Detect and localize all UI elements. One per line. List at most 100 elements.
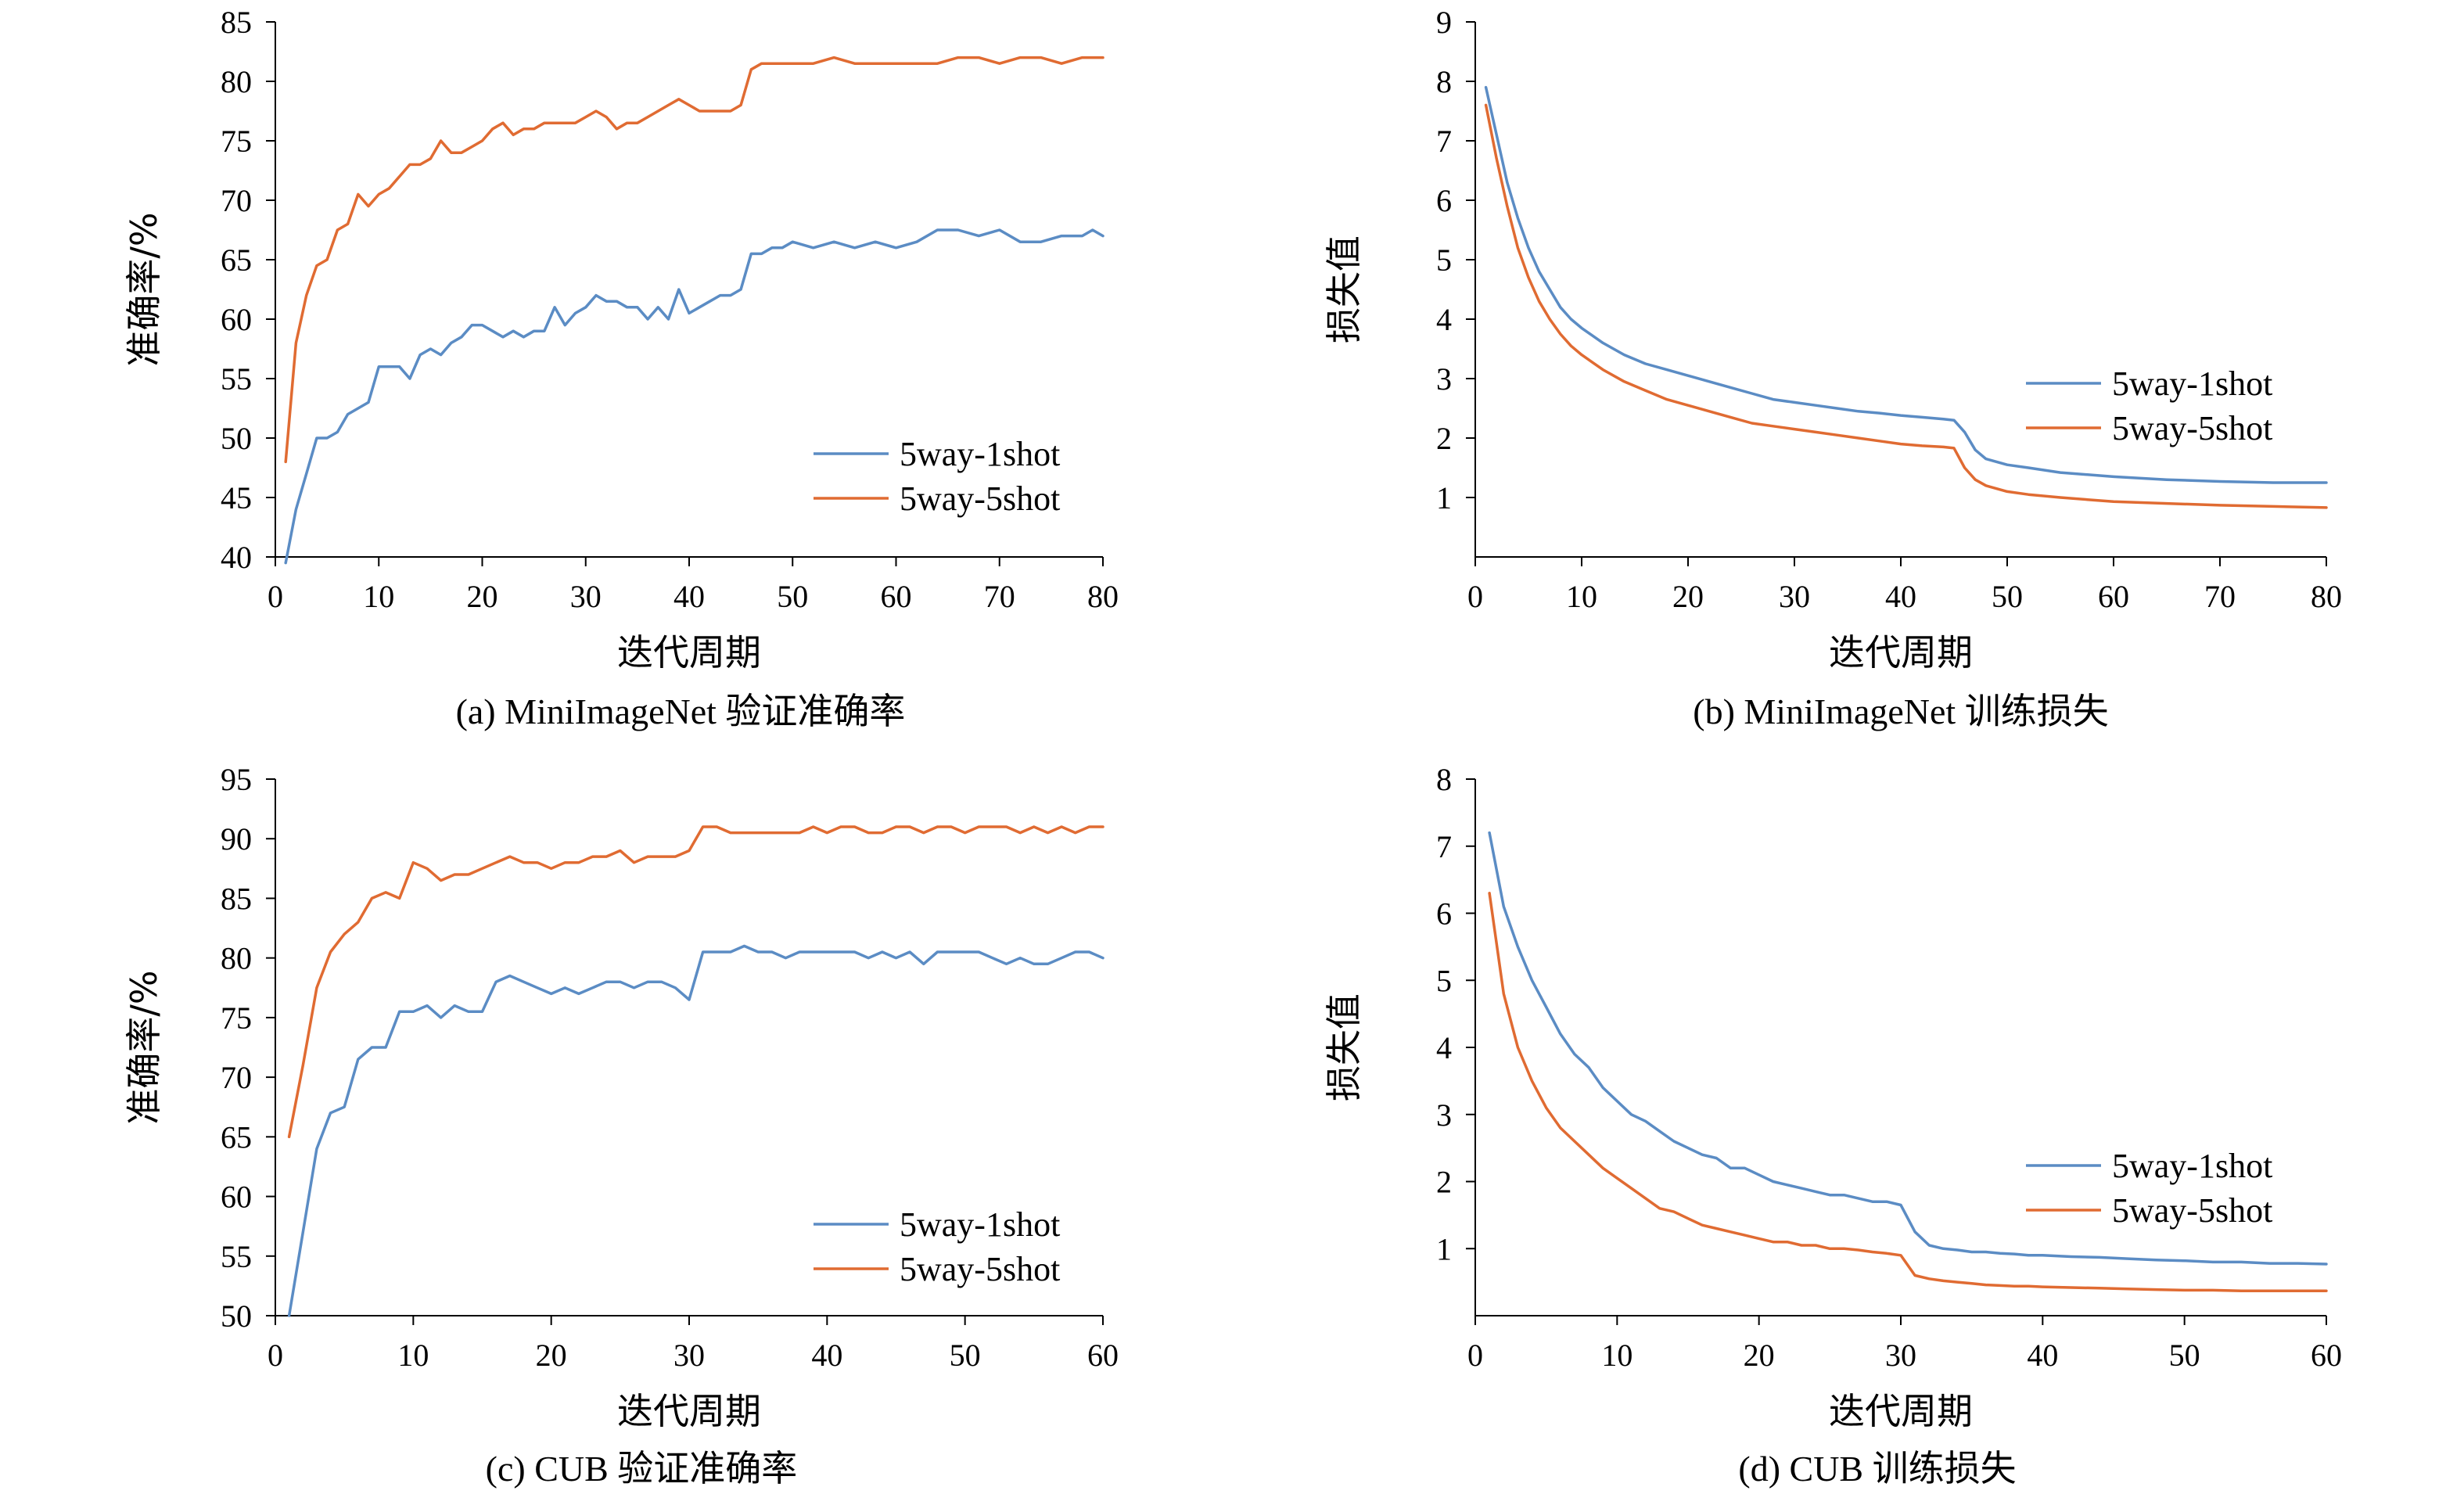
y-tick-label: 9 [1436, 5, 1452, 40]
series-line-5way-1shot [287, 944, 1104, 1317]
x-tick-label: 50 [2169, 1338, 2200, 1373]
y-tick-label: 7 [1436, 124, 1452, 159]
y-axis-title: 损失值 [1323, 993, 1365, 1101]
y-tick-label: 75 [221, 124, 252, 159]
chart-panel-a: 40 45 50 55 60 65 70 75 80 85 0 10 20 30 40 50 60 70 80 迭代周… [123, 5, 1119, 731]
x-tick-label: 10 [363, 579, 394, 614]
chart-caption: (c) CUB 验证准确率 [486, 1449, 798, 1489]
legend-label: 5way-5shot [2112, 1191, 2272, 1230]
x-tick-label: 80 [2311, 579, 2342, 614]
x-tick-label: 50 [777, 579, 808, 614]
y-tick-label: 80 [221, 941, 252, 976]
x-tick-label: 70 [984, 579, 1015, 614]
x-tick-label: 10 [397, 1338, 429, 1373]
x-tick-label: 30 [1779, 579, 1810, 614]
y-tick-label: 80 [221, 64, 252, 99]
y-tick-label: 60 [221, 1180, 252, 1215]
y-tick-label: 8 [1436, 64, 1452, 99]
chart-panel-d: 1 2 3 4 5 6 7 8 0 10 20 30 40 50 60 迭代周期 损失值 (d) CUB 训练损失… [1323, 762, 2342, 1489]
y-tick-label: 85 [221, 5, 252, 40]
x-tick-label: 20 [536, 1338, 567, 1373]
x-tick-label: 40 [811, 1338, 842, 1373]
x-tick-label: 30 [1885, 1338, 1916, 1373]
chart-panel-c: 50 55 60 65 70 75 80 85 90 95 0 10 20 30 40 50 60 迭代周期 准确率… [123, 762, 1119, 1489]
series-line-5way-1shot [1488, 831, 2328, 1266]
x-tick-label: 0 [1467, 579, 1483, 614]
x-tick-label: 40 [2027, 1338, 2058, 1373]
x-tick-label: 10 [1601, 1338, 1632, 1373]
y-tick-label: 45 [221, 480, 252, 515]
x-tick-label: 40 [673, 579, 705, 614]
y-tick-label: 50 [221, 421, 252, 456]
y-tick-label: 8 [1436, 762, 1452, 797]
y-tick-label: 40 [221, 540, 252, 575]
chart-caption: (b) MiniImageNet 训练损失 [1693, 691, 2108, 731]
x-tick-label: 60 [1087, 1338, 1119, 1373]
x-tick-label: 70 [2204, 579, 2236, 614]
series-line-5way-5shot [287, 825, 1104, 1139]
legend-label: 5way-5shot [2112, 409, 2272, 447]
y-tick-label: 65 [221, 1119, 252, 1155]
x-tick-label: 10 [1566, 579, 1597, 614]
y-tick-label: 4 [1436, 302, 1452, 337]
x-tick-label: 50 [950, 1338, 981, 1373]
legend-label: 5way-5shot [900, 480, 1060, 518]
x-axis-title: 迭代周期 [1829, 631, 1973, 673]
legend-label: 5way-5shot [900, 1250, 1060, 1288]
y-tick-label: 75 [221, 1000, 252, 1036]
y-tick-label: 6 [1436, 183, 1452, 218]
y-tick-label: 4 [1436, 1030, 1452, 1065]
series-line-5way-1shot [1484, 85, 2328, 484]
x-tick-label: 40 [1885, 579, 1916, 614]
y-tick-label: 55 [221, 1239, 252, 1274]
y-tick-label: 1 [1436, 480, 1452, 515]
y-tick-label: 90 [221, 821, 252, 857]
y-tick-label: 5 [1436, 963, 1452, 998]
y-axis-title: 损失值 [1323, 235, 1365, 343]
y-tick-label: 95 [221, 762, 252, 797]
series-line-5way-5shot [1488, 892, 2328, 1293]
legend-label: 5way-1shot [900, 1205, 1060, 1244]
y-tick-label: 2 [1436, 1165, 1452, 1200]
x-tick-label: 20 [467, 579, 498, 614]
y-tick-label: 70 [221, 1060, 252, 1095]
x-tick-label: 50 [1992, 579, 2023, 614]
y-tick-label: 55 [221, 361, 252, 397]
y-tick-label: 3 [1436, 361, 1452, 397]
x-tick-label: 20 [1672, 579, 1704, 614]
chart-caption: (a) MiniImageNet 验证准确率 [456, 691, 906, 731]
y-axis-title: 准确率/% [123, 212, 165, 366]
y-tick-label: 1 [1436, 1231, 1452, 1266]
legend-label: 5way-1shot [900, 435, 1060, 473]
x-tick-label: 60 [881, 579, 912, 614]
series-line-5way-5shot [284, 56, 1104, 464]
y-tick-label: 85 [221, 881, 252, 916]
chart-panel-b: 1 2 3 4 5 6 7 8 9 0 10 20 30 40 50 60 70 80 迭代周期 损失值 (b) Min… [1323, 5, 2342, 731]
x-axis-title: 迭代周期 [617, 1390, 761, 1432]
x-axis-title: 迭代周期 [617, 631, 761, 673]
y-tick-label: 70 [221, 183, 252, 218]
y-tick-label: 50 [221, 1298, 252, 1334]
y-tick-label: 2 [1436, 421, 1452, 456]
chart-caption: (d) CUB 训练损失 [1738, 1449, 2016, 1489]
y-axis-title: 准确率/% [123, 970, 165, 1124]
x-tick-label: 30 [570, 579, 602, 614]
x-tick-label: 0 [268, 1338, 283, 1373]
x-tick-label: 20 [1744, 1338, 1775, 1373]
legend-label: 5way-1shot [2112, 1147, 2272, 1185]
y-tick-label: 6 [1436, 896, 1452, 932]
y-tick-label: 7 [1436, 829, 1452, 864]
x-tick-label: 0 [268, 579, 283, 614]
y-tick-label: 65 [221, 242, 252, 278]
y-tick-label: 3 [1436, 1097, 1452, 1133]
x-tick-label: 80 [1087, 579, 1119, 614]
x-tick-label: 60 [2311, 1338, 2342, 1373]
x-tick-label: 30 [673, 1338, 705, 1373]
y-tick-label: 5 [1436, 242, 1452, 278]
x-tick-label: 60 [2098, 579, 2129, 614]
legend-label: 5way-1shot [2112, 365, 2272, 403]
x-axis-title: 迭代周期 [1829, 1390, 1973, 1432]
y-tick-label: 60 [221, 302, 252, 337]
x-tick-label: 0 [1467, 1338, 1483, 1373]
